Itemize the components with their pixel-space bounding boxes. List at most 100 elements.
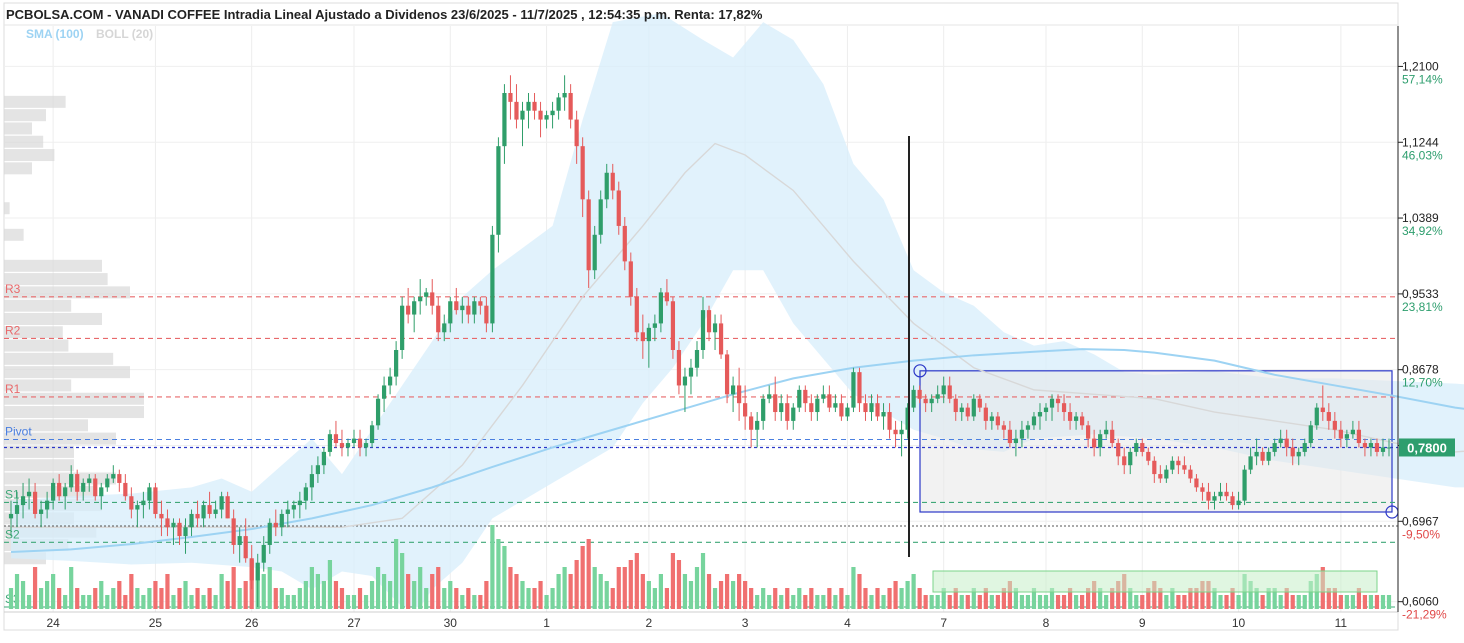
volume-profile-bar — [4, 135, 44, 148]
candle-body — [303, 487, 308, 501]
candle-body — [785, 403, 790, 421]
volume-bar — [1146, 588, 1151, 609]
volume-bar — [117, 581, 122, 609]
candle-body — [646, 327, 651, 342]
x-tick-label: 26 — [245, 616, 259, 630]
candle-body — [857, 372, 862, 404]
volume-bar — [315, 574, 321, 609]
volume-profile-bar — [4, 202, 10, 215]
candle-body — [887, 412, 892, 430]
candle-body — [454, 301, 459, 311]
volume-bar — [1224, 595, 1229, 609]
volume-bar — [195, 588, 200, 609]
candle-body — [333, 434, 339, 444]
candle-body — [1374, 443, 1380, 452]
volume-bar — [436, 567, 441, 609]
volume-profile-bar — [4, 109, 46, 122]
candle-body — [147, 487, 152, 501]
volume-bar — [261, 574, 266, 609]
volume-bar — [977, 595, 982, 609]
y-tick-label: 1,2100 — [1402, 59, 1439, 73]
volume-bar — [81, 595, 86, 609]
candle-body — [682, 376, 688, 386]
volume-bar — [327, 560, 333, 609]
volume-bar — [845, 595, 850, 609]
volume-bar — [682, 574, 688, 609]
candle-body — [893, 429, 898, 435]
candle-body — [995, 416, 1000, 426]
volume-bar — [905, 581, 910, 609]
candle-body — [1266, 451, 1271, 461]
candle-body — [1248, 456, 1253, 470]
volume-bar — [706, 574, 712, 609]
volume-bar — [279, 588, 284, 609]
volume-profile-bar — [4, 339, 69, 352]
volume-profile-bar — [4, 299, 72, 312]
candle-body — [1164, 469, 1169, 479]
candle-body — [616, 190, 621, 226]
y-tick-label: 0,8678 — [1402, 363, 1439, 377]
current-price-tag — [1399, 438, 1455, 457]
range-box — [919, 370, 1393, 513]
volume-bar — [1104, 595, 1109, 609]
volume-bar — [767, 595, 772, 609]
candle-body — [231, 518, 236, 545]
candle-body — [911, 389, 916, 408]
candle-body — [1158, 474, 1163, 479]
candle-body — [321, 451, 327, 466]
volume-bar — [1218, 595, 1223, 609]
candle-body — [1049, 398, 1055, 408]
volume-bar — [815, 595, 820, 609]
volume-bar — [1043, 595, 1049, 609]
candle-body — [1079, 416, 1085, 426]
volume-bar — [634, 553, 639, 609]
volume-bar — [153, 581, 158, 609]
candle-body — [1110, 429, 1115, 444]
volume-bar — [743, 581, 748, 609]
candle-body — [400, 305, 405, 350]
volume-bar — [532, 588, 537, 609]
candle-body — [351, 438, 357, 444]
candle-body — [923, 398, 928, 404]
candle-body — [159, 513, 164, 519]
volume-bar — [1128, 588, 1133, 609]
volume-bar — [448, 581, 453, 609]
volume-bar — [893, 581, 898, 609]
candle-body — [1302, 443, 1307, 452]
volume-bar — [809, 588, 814, 609]
volume-bar — [38, 588, 44, 609]
candle-body — [1380, 447, 1386, 452]
candle-body — [1007, 429, 1013, 444]
volume-bar — [857, 574, 862, 609]
candle-body — [99, 487, 104, 497]
candle-body — [1356, 429, 1362, 444]
volume-profile-bar — [4, 445, 74, 458]
volume-bar — [520, 581, 525, 609]
candle-body — [803, 389, 808, 404]
volume-bar — [1230, 588, 1235, 609]
volume-bar — [586, 539, 591, 609]
volume-bar — [394, 539, 399, 609]
candle-body — [598, 199, 603, 235]
volume-bar — [881, 595, 886, 609]
volume-bar — [363, 595, 369, 609]
volume-bar — [1007, 581, 1013, 609]
candle-body — [442, 323, 447, 333]
candle-body — [1092, 438, 1097, 448]
candle-body — [75, 474, 80, 492]
volume-bar — [1086, 588, 1091, 609]
candle-body — [737, 385, 742, 404]
candle-body — [845, 407, 850, 417]
volume-bar — [159, 588, 164, 609]
candle-body — [724, 354, 730, 395]
volume-bar — [1194, 588, 1199, 609]
candle-body — [929, 398, 934, 404]
candle-body — [1086, 425, 1091, 439]
candle-body — [863, 403, 868, 413]
candle-body — [1170, 460, 1175, 470]
candle-body — [183, 527, 188, 537]
candle-body — [809, 403, 814, 413]
volume-bar — [273, 588, 278, 609]
y-tick-percent: 46,03% — [1402, 148, 1443, 162]
